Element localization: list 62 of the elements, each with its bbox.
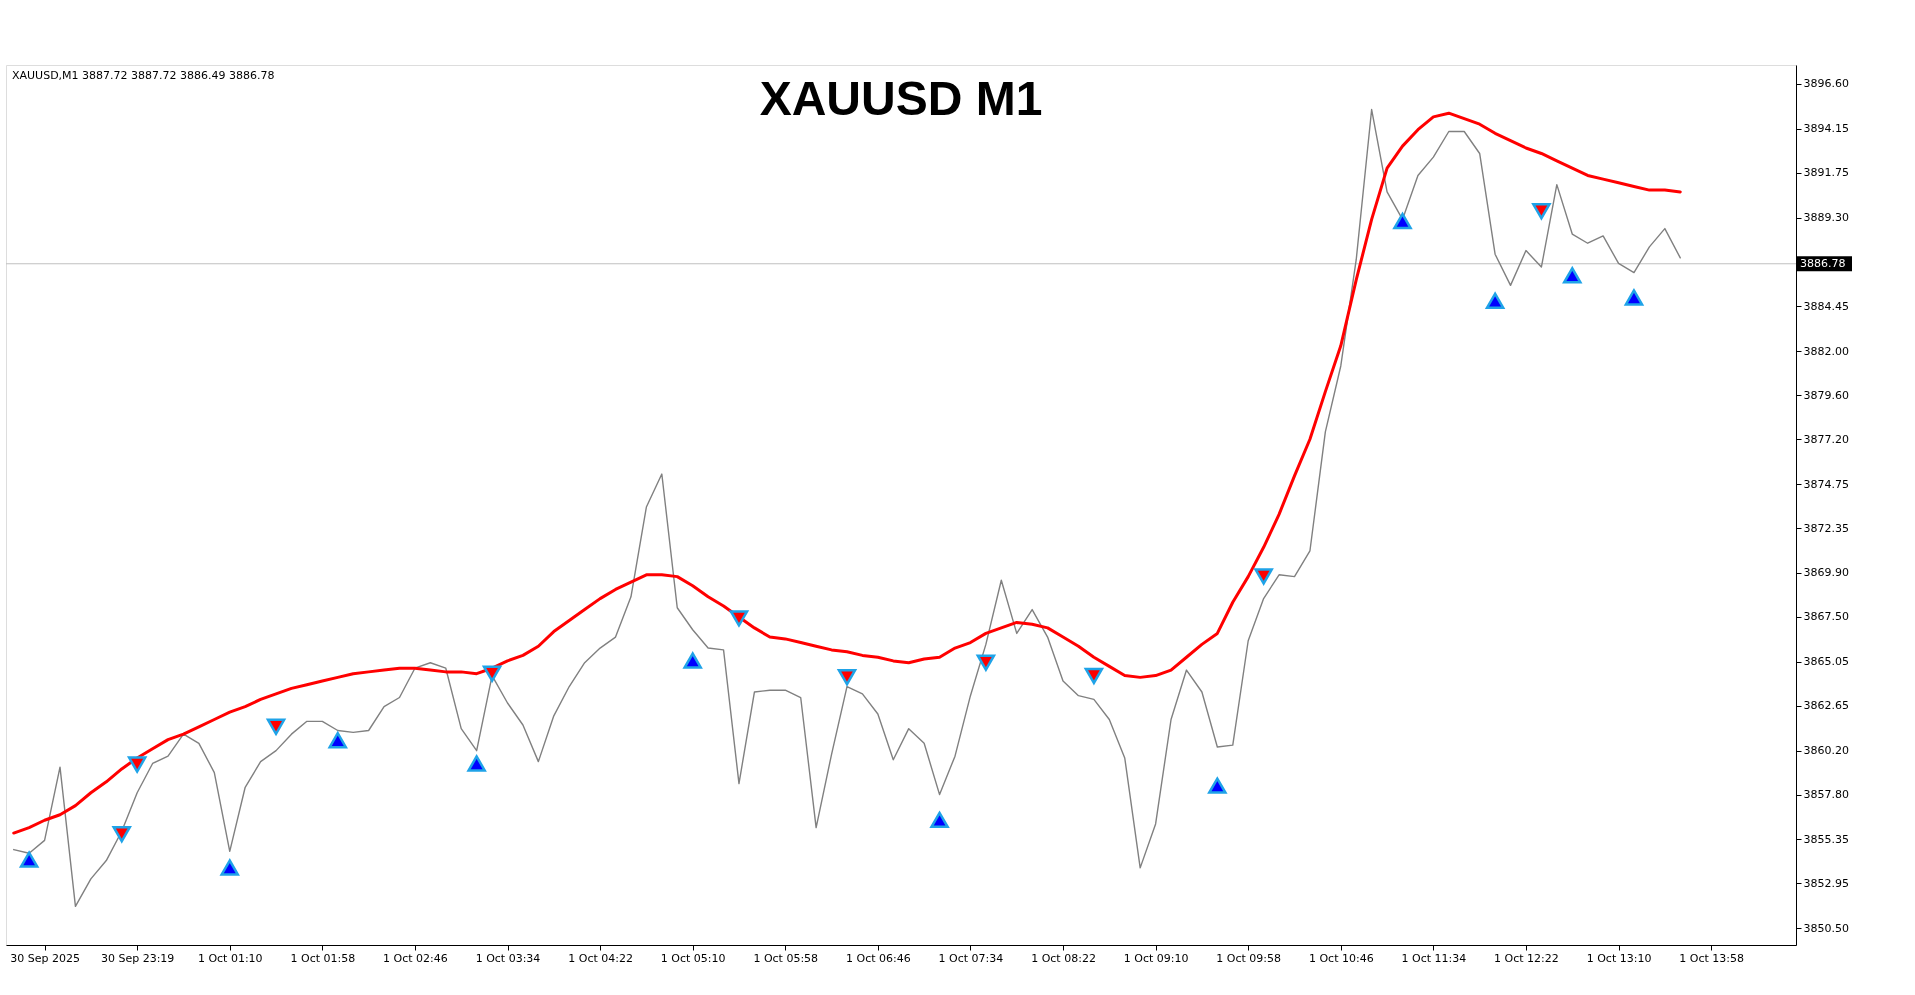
- y-tick-label: 3850.50: [1803, 921, 1849, 935]
- x-tick-label: 1 Oct 04:22: [568, 951, 633, 965]
- x-tick-label: 1 Oct 09:10: [1123, 951, 1189, 965]
- point: [683, 652, 702, 669]
- point: [328, 731, 348, 749]
- y-tick-label: 3872.35: [1803, 521, 1849, 535]
- y-tick-label: 3855.35: [1803, 832, 1849, 846]
- y-tick-label: 3889.30: [1803, 211, 1849, 225]
- point: [1562, 267, 1582, 284]
- x-tick-label: 1 Oct 05:58: [753, 951, 819, 965]
- y-tick-label: 3894.15: [1803, 122, 1849, 136]
- x-tick-label: 1 Oct 10:46: [1308, 951, 1374, 965]
- ref-line-label: 3886.78: [1800, 256, 1846, 270]
- y-tick-label: 3867.50: [1803, 610, 1849, 624]
- point: [1254, 568, 1273, 585]
- point: [112, 825, 132, 843]
- y-tick-label: 3869.90: [1803, 566, 1849, 580]
- y-tick-label: 3874.75: [1803, 477, 1849, 491]
- x-tick-label: 1 Oct 09:58: [1216, 951, 1282, 965]
- chart-title: XAUUSD M1: [759, 72, 1043, 125]
- point: [1393, 212, 1412, 230]
- point: [1624, 289, 1644, 306]
- y-tick-label: 3852.95: [1803, 876, 1849, 890]
- x-tick-label: 1 Oct 05:10: [660, 951, 726, 965]
- point: [467, 755, 486, 772]
- point: [1532, 202, 1551, 220]
- point: [1084, 667, 1104, 685]
- y-tick-label: 3862.65: [1803, 699, 1849, 713]
- y-tick-label: 3884.45: [1803, 299, 1849, 313]
- point: [266, 718, 286, 736]
- point: [1208, 777, 1227, 794]
- y-tick-label: 3857.80: [1803, 788, 1849, 802]
- x-tick-label: 1 Oct 02:46: [383, 951, 448, 965]
- x-tick-label: 30 Sep 2025: [10, 951, 80, 965]
- x-tick-label: 1 Oct 01:10: [197, 951, 263, 965]
- point: [482, 665, 502, 682]
- x-tick-label: 1 Oct 07:34: [938, 951, 1004, 965]
- y-tick-label: 3860.20: [1803, 744, 1849, 758]
- y-tick-label: 3896.60: [1803, 77, 1849, 91]
- y-tick-label: 3879.60: [1803, 388, 1849, 402]
- x-tick-label: 1 Oct 13:58: [1679, 951, 1744, 965]
- y-tick-label: 3877.20: [1803, 432, 1849, 446]
- y-tick-label: 3865.05: [1803, 655, 1849, 669]
- point: [220, 859, 240, 876]
- x-tick-label: 1 Oct 08:22: [1031, 951, 1096, 965]
- x-tick-label: 1 Oct 12:22: [1494, 951, 1559, 965]
- point: [837, 668, 857, 686]
- point: [930, 811, 949, 829]
- x-tick-label: 1 Oct 06:46: [845, 951, 911, 965]
- point: [976, 654, 996, 671]
- y-tick-label: 3891.75: [1803, 166, 1849, 180]
- x-tick-label: 1 Oct 13:10: [1586, 951, 1652, 965]
- x-tick-label: 30 Sep 23:19: [100, 951, 175, 965]
- point: [127, 756, 147, 773]
- x-tick-label: 1 Oct 03:34: [475, 951, 541, 965]
- point: [729, 610, 749, 627]
- annotation: XAUUSD,M1 3887.72 3887.72 3886.49 3886.78: [12, 69, 275, 82]
- y-tick-label: 3882.00: [1803, 344, 1849, 358]
- point: [1485, 292, 1505, 309]
- x-tick-label: 1 Oct 01:58: [290, 951, 356, 965]
- x-tick-label: 1 Oct 11:34: [1401, 951, 1467, 965]
- point: [19, 851, 39, 868]
